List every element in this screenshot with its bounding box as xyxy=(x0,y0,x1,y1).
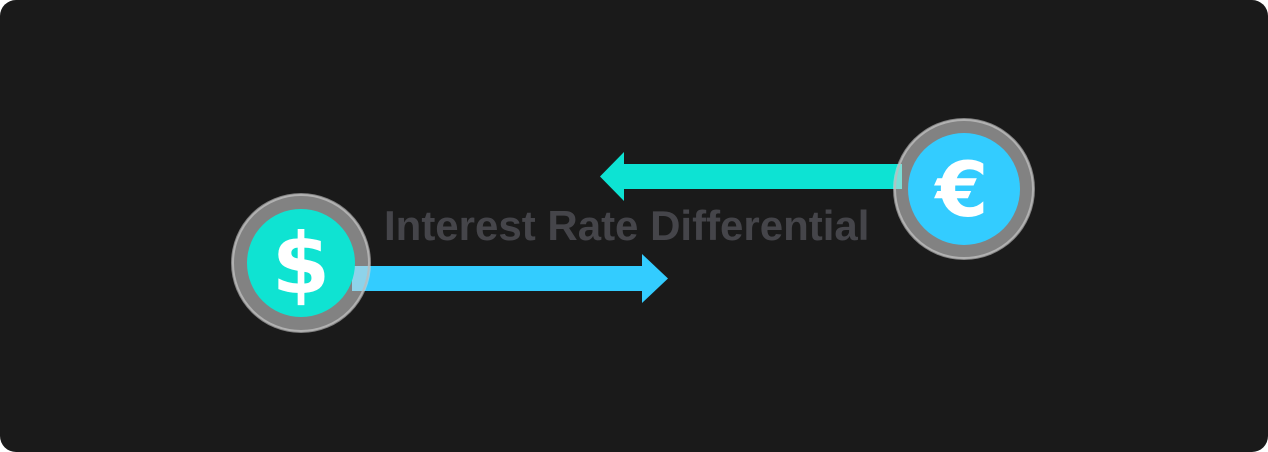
usd-coin-ring-edge xyxy=(232,194,370,332)
eur-coin-face xyxy=(908,133,1020,245)
eur-arrow-shaft xyxy=(622,164,902,189)
usd-coin: $ xyxy=(231,193,371,333)
eur-coin: € xyxy=(893,118,1035,260)
usd-flow-arrow xyxy=(352,254,668,303)
diagram-title: Interest Rate Differential xyxy=(384,202,870,249)
eur-coin-ring-edge xyxy=(894,119,1034,259)
usd-coin-face xyxy=(247,209,355,317)
eur-arrow-head xyxy=(600,152,624,201)
usd-arrow-head xyxy=(642,254,668,303)
euro-sign-icon: € xyxy=(934,145,989,234)
dollar-sign-icon: $ xyxy=(272,215,330,313)
usd-arrow-shaft xyxy=(352,266,644,291)
eur-flow-arrow xyxy=(600,152,902,201)
